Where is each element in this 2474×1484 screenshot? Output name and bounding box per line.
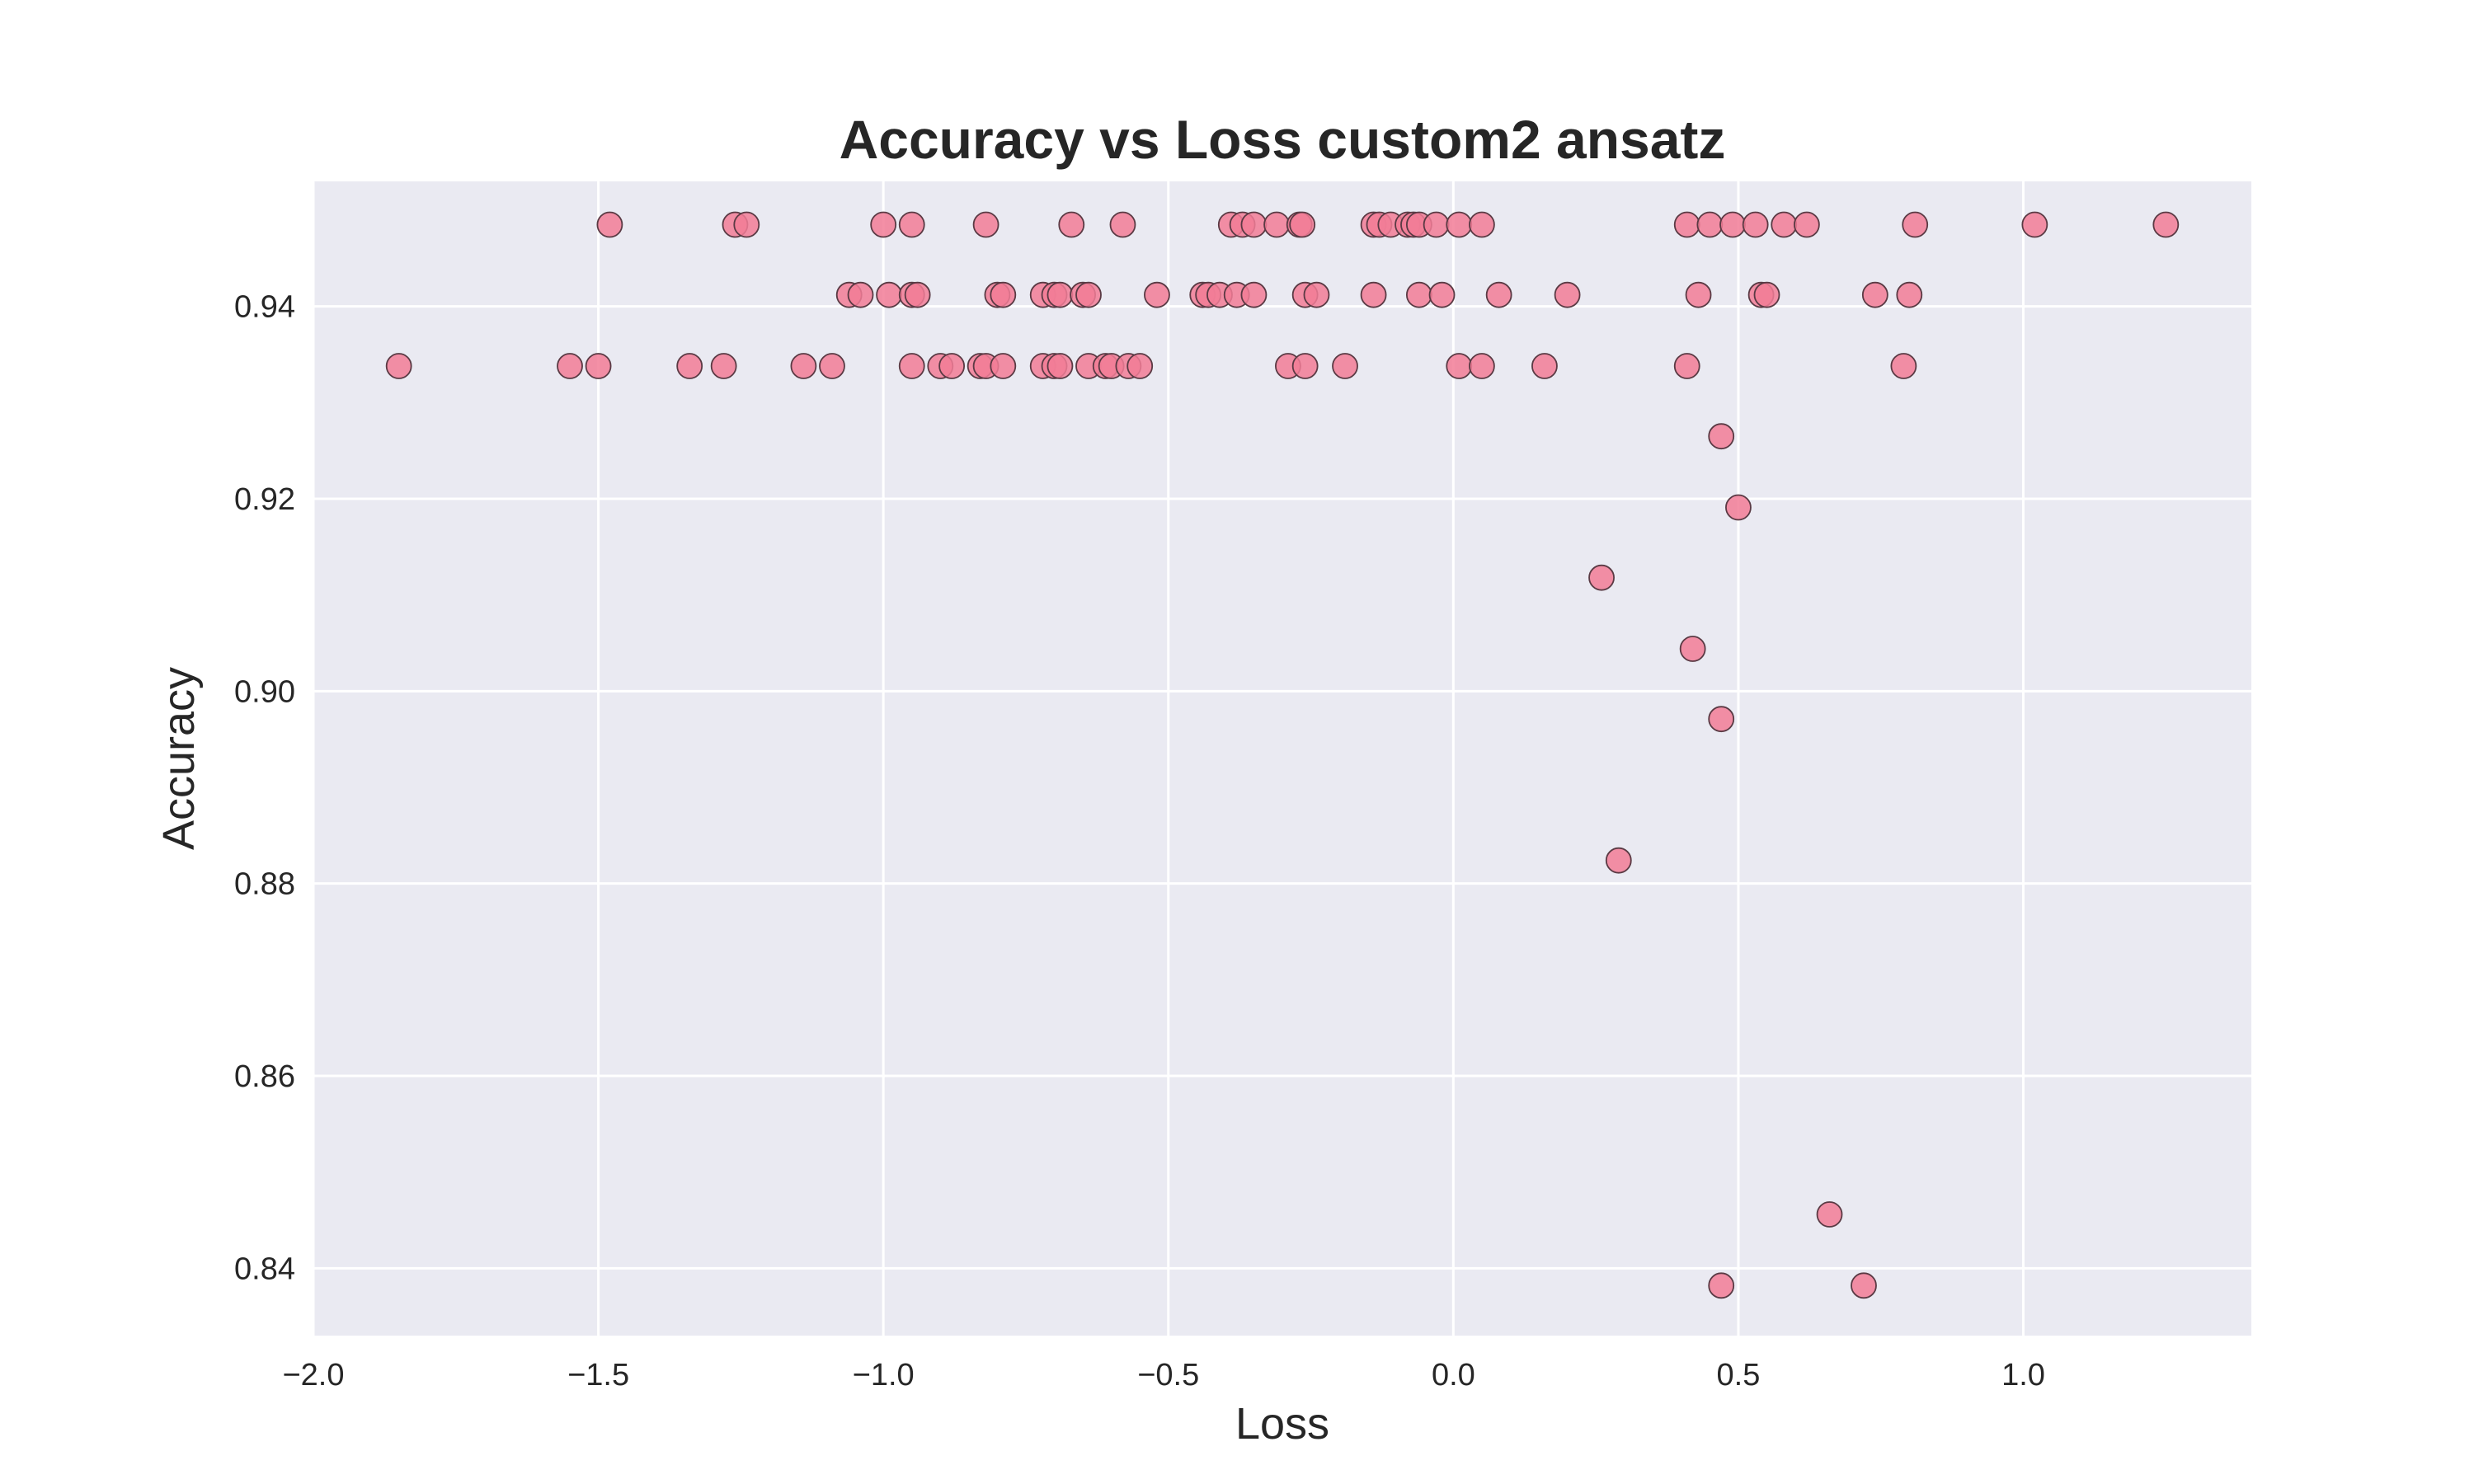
y-tick-label: 0.92 [234,482,295,517]
data-point [1673,353,1700,379]
data-point [1126,353,1154,379]
data-point [1708,1272,1735,1299]
data-point [972,211,999,238]
data-point [938,353,966,379]
data-point [1742,211,1769,238]
data-point [990,281,1017,308]
data-point [1708,423,1735,450]
grid-lines [312,181,2251,1336]
data-point [1531,353,1558,379]
data-point [676,353,703,379]
data-point [1303,281,1330,308]
x-tick-labels: −2.0 −1.5 −1.0 −0.5 0.0 0.5 1.0 [282,1358,2044,1392]
data-point [1360,281,1387,308]
y-tick-label: 0.90 [234,674,295,709]
data-point [1896,281,1923,308]
data-point [1696,211,1724,238]
data-point [1588,564,1615,591]
data-point [898,211,925,238]
data-point [819,353,845,379]
x-axis-label: Loss [1235,1399,1329,1449]
data-point [1605,847,1632,874]
data-point [1485,281,1512,308]
y-tick-labels: 0.84 0.86 0.88 0.90 0.92 0.94 [234,290,295,1287]
data-point [1405,281,1432,308]
data-point [1332,353,1358,379]
data-point [898,353,925,379]
data-point [1851,1272,1877,1299]
x-tick-label: −1.0 [853,1358,915,1392]
data-point [1423,211,1450,238]
y-tick-label: 0.94 [234,290,295,325]
data-point [1263,211,1290,238]
data-point [1144,281,1170,308]
data-point [1240,281,1268,308]
data-point [1816,1201,1843,1228]
data-point [847,281,874,308]
data-point [1058,211,1085,238]
x-tick-label: 0.0 [1432,1358,1475,1392]
data-point [1679,636,1706,662]
data-point [1469,211,1495,238]
data-point [1673,211,1700,238]
data-point [1793,211,1820,238]
data-point [1861,281,1888,308]
data-point [1554,281,1581,308]
data-point [585,353,612,379]
data-point [710,353,737,379]
data-point [790,353,817,379]
data-point [2021,211,2048,238]
data-point [876,281,902,308]
x-tick-label: −1.5 [567,1358,629,1392]
x-tick-label: −2.0 [282,1358,344,1392]
data-point [1047,353,1074,379]
x-tick-label: 1.0 [2001,1358,2045,1392]
data-point [1685,281,1712,308]
data-point [1719,211,1746,238]
data-point [1753,281,1780,308]
data-point [557,353,583,379]
x-tick-label: −0.5 [1137,1358,1199,1392]
data-point [2152,211,2180,238]
data-point [1446,353,1473,379]
data-point [1708,706,1735,733]
data-point [385,353,412,379]
data-point [1289,211,1316,238]
data-point [1725,494,1752,521]
data-point [1075,281,1102,308]
y-tick-label: 0.88 [234,867,295,902]
data-point [733,211,760,238]
data-point [1240,211,1268,238]
data-point [1446,211,1473,238]
data-point [1047,281,1074,308]
x-tick-label: 0.5 [1717,1358,1761,1392]
data-point [1890,353,1917,379]
data-points [385,211,2180,1299]
data-point [904,281,931,308]
data-point [1469,353,1495,379]
data-point [1109,211,1136,238]
data-point [1291,353,1319,379]
data-point [870,211,897,238]
y-tick-label: 0.86 [234,1059,295,1094]
data-point [596,211,623,238]
data-point [1771,211,1798,238]
y-axis-label: Accuracy [154,667,204,850]
chart-title: Accuracy vs Loss custom2 ansatz [840,109,1726,170]
data-point [1902,211,1929,238]
data-point [1428,281,1456,308]
data-point [990,353,1017,379]
y-tick-label: 0.84 [234,1252,295,1286]
